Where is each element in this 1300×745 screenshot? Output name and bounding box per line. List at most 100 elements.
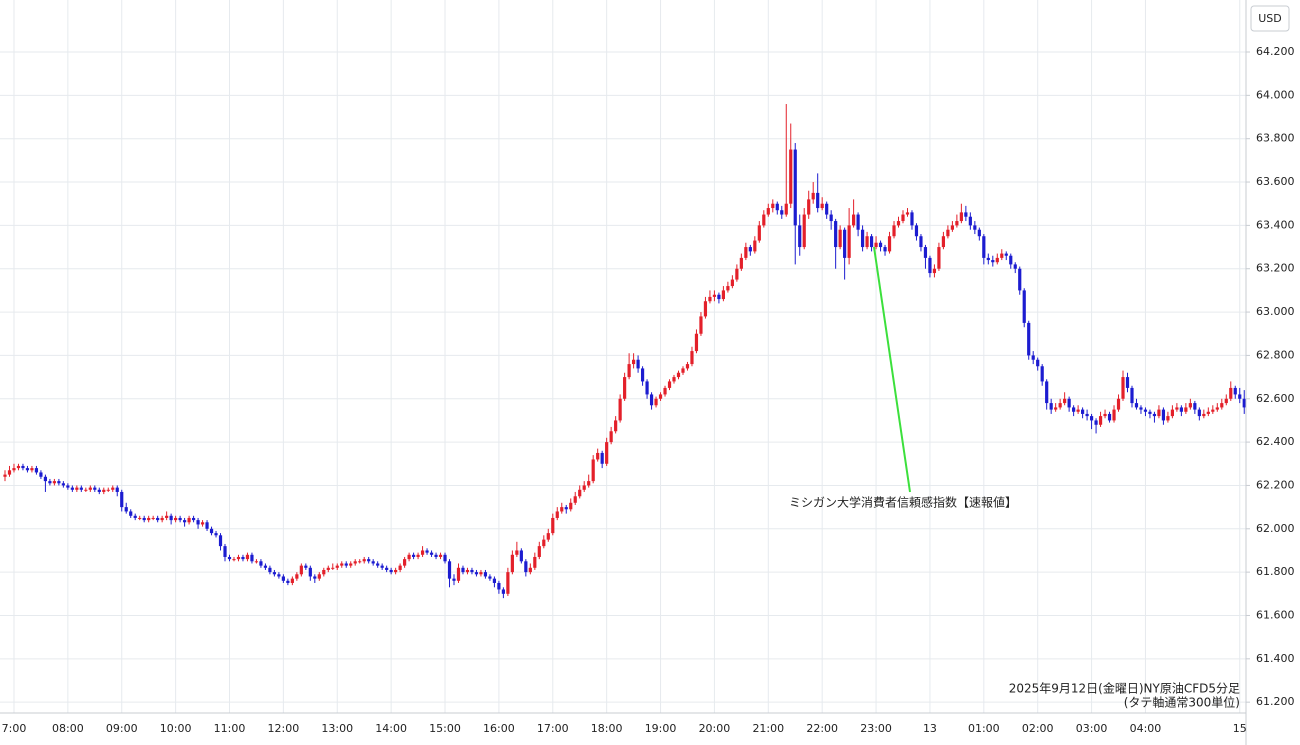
x-tick-label: 11:00 bbox=[214, 722, 246, 735]
candle-body bbox=[658, 394, 663, 399]
candle-body bbox=[1130, 387, 1134, 404]
candle-body bbox=[308, 567, 312, 577]
candle-body bbox=[730, 279, 734, 287]
candle-body bbox=[349, 563, 353, 566]
candle-body bbox=[3, 474, 7, 477]
candle-body bbox=[479, 572, 483, 575]
candle-body bbox=[667, 381, 672, 388]
x-tick-label: 01:00 bbox=[968, 722, 1000, 735]
candle-body bbox=[340, 563, 344, 566]
candle-body bbox=[537, 546, 541, 557]
candle-body bbox=[34, 468, 39, 473]
candle-body bbox=[259, 561, 263, 566]
candle-body bbox=[124, 507, 128, 512]
currency-label: USD bbox=[1258, 12, 1282, 25]
candle-body bbox=[766, 208, 770, 215]
candle-body bbox=[578, 489, 582, 497]
x-tick-label: 10:00 bbox=[160, 722, 192, 735]
candle-body bbox=[501, 589, 505, 594]
candle-body bbox=[497, 582, 501, 590]
candle-body bbox=[820, 203, 824, 209]
candle-body bbox=[214, 533, 218, 536]
candle-body bbox=[1184, 407, 1188, 412]
y-tick-label: 63.800 bbox=[1256, 132, 1295, 145]
candle-body bbox=[645, 381, 649, 395]
candle-body bbox=[793, 149, 797, 226]
candle-body bbox=[834, 221, 838, 248]
candle-body bbox=[317, 574, 321, 579]
x-tick-label: 16:00 bbox=[483, 722, 515, 735]
candle-body bbox=[506, 572, 510, 594]
x-tick-label: 15 bbox=[1233, 722, 1247, 735]
x-tick-label: 13 bbox=[923, 722, 937, 735]
candle-body bbox=[111, 487, 115, 490]
candle-body bbox=[452, 578, 456, 581]
candle-body bbox=[380, 565, 384, 568]
candle-body bbox=[57, 481, 61, 484]
candle-body bbox=[739, 257, 743, 269]
candle-body bbox=[403, 559, 407, 566]
candle-body bbox=[982, 236, 986, 258]
x-tick-label: 17:00 bbox=[537, 722, 569, 735]
candle-body bbox=[1103, 413, 1107, 417]
candle-body bbox=[1054, 407, 1058, 410]
y-tick-label: 63.000 bbox=[1256, 305, 1295, 318]
candle-body bbox=[1197, 409, 1201, 417]
x-tick-label: 13:00 bbox=[321, 722, 353, 735]
candle-body bbox=[950, 225, 954, 230]
candle-body bbox=[133, 515, 137, 518]
y-tick-label: 62.600 bbox=[1256, 392, 1295, 405]
candle-body bbox=[614, 420, 618, 432]
candle-body bbox=[151, 517, 155, 519]
candle-body bbox=[407, 554, 411, 560]
candle-body bbox=[973, 225, 977, 230]
candle-body bbox=[254, 561, 259, 563]
candle-body bbox=[591, 459, 595, 482]
candle-body bbox=[1081, 409, 1085, 414]
candle-body bbox=[492, 578, 497, 583]
y-tick-label: 63.600 bbox=[1256, 175, 1295, 188]
candle-body bbox=[928, 257, 932, 274]
candle-body bbox=[847, 225, 851, 258]
y-tick-label: 62.000 bbox=[1256, 522, 1295, 535]
candle-body bbox=[187, 517, 191, 523]
candle-body bbox=[524, 561, 528, 573]
candle-body bbox=[986, 257, 990, 261]
candle-body bbox=[97, 489, 101, 492]
candle-body bbox=[735, 268, 739, 280]
candle-body bbox=[456, 567, 461, 581]
candle-body bbox=[600, 452, 604, 464]
candle-body bbox=[546, 533, 550, 540]
candle-body bbox=[1076, 409, 1080, 412]
candle-body bbox=[398, 565, 402, 570]
candle-body bbox=[640, 368, 645, 382]
x-tick-label: 08:00 bbox=[52, 722, 84, 735]
candle-body bbox=[703, 301, 708, 317]
candle-body bbox=[874, 242, 878, 248]
candle-body bbox=[1004, 253, 1008, 256]
candle-body bbox=[596, 452, 600, 460]
x-tick-label: 7:00 bbox=[2, 722, 27, 735]
candle-body bbox=[25, 468, 30, 471]
candle-body bbox=[1220, 403, 1224, 408]
candle-body bbox=[1049, 403, 1053, 410]
y-tick-label: 64.200 bbox=[1256, 45, 1295, 58]
candle-body bbox=[932, 268, 937, 274]
candle-body bbox=[1094, 420, 1098, 425]
candle-body bbox=[223, 546, 227, 557]
candle-body bbox=[120, 491, 124, 508]
candle-body bbox=[717, 294, 721, 300]
candle-body bbox=[865, 236, 869, 248]
candle-body bbox=[919, 236, 923, 248]
candle-body bbox=[7, 470, 12, 475]
candle-body bbox=[887, 236, 892, 252]
candle-body bbox=[138, 517, 142, 519]
candle-body bbox=[16, 465, 21, 469]
candle-body bbox=[66, 485, 70, 488]
annotation: ミシガン大学消費者信頼感指数【速報値】 bbox=[789, 495, 1017, 510]
candle-body bbox=[946, 229, 950, 237]
candle-body bbox=[1125, 377, 1130, 388]
candle-body bbox=[533, 556, 537, 568]
candle-body bbox=[964, 212, 968, 217]
